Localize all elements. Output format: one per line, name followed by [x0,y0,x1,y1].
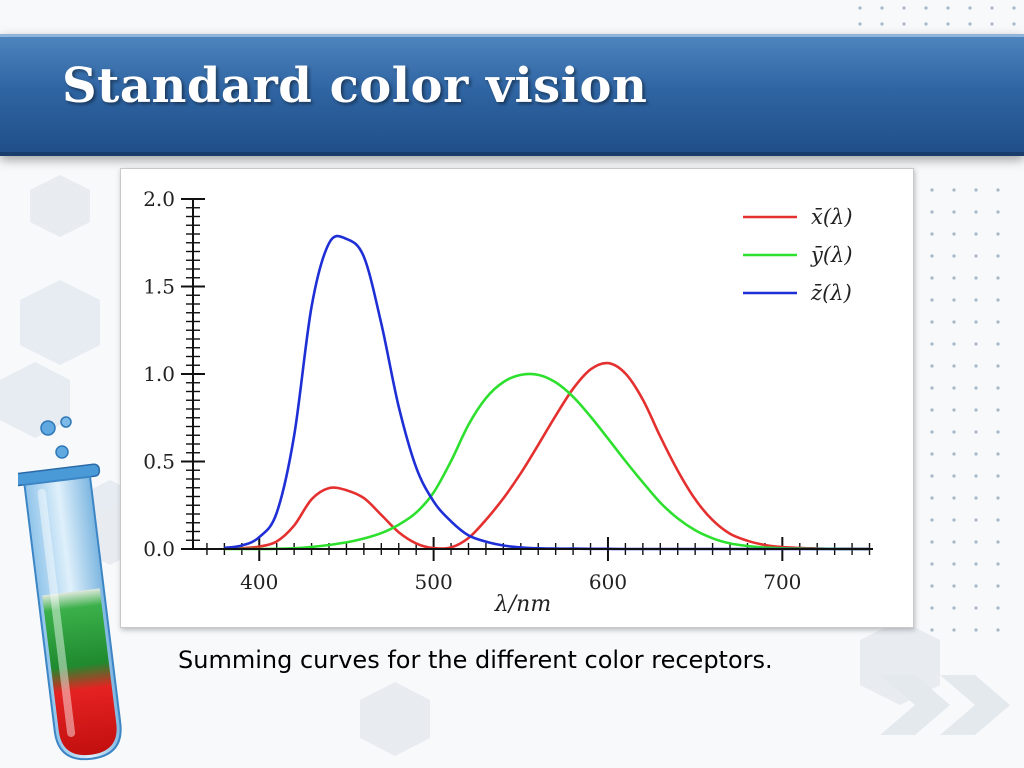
tick-labels: 400 500 600 700 0.0 0.5 1.0 1.5 2.0 [143,187,801,594]
bubble [55,445,69,459]
x-tick-label: 600 [589,570,627,594]
chart-frame: 400 500 600 700 0.0 0.5 1.0 1.5 2.0 x̄(λ) ȳ(λ) z̄(… [120,168,914,628]
y-tick-label: 1.5 [143,275,175,299]
x-axis-label: λ/nm [494,592,551,617]
bubble [60,416,72,428]
legend-label: z̄(λ) [810,281,852,305]
y-tick-label: 1.0 [143,362,175,386]
caption: Summing curves for the different color r… [178,646,773,674]
legend: x̄(λ) ȳ(λ) z̄(λ) [743,205,853,305]
slide-title: Standard color vision [62,58,648,114]
dot-grid-pattern [858,6,1016,632]
x-tick-label: 700 [763,570,801,594]
x-bar-series-line [224,361,870,551]
y-bar-series-line [224,372,870,551]
test-tube-illustration [18,416,122,761]
y-tick-label: 0.5 [143,450,175,474]
x-tick-label: 400 [240,570,278,594]
bubble [40,420,56,436]
series-lines [224,234,870,551]
y-tick-label: 0.0 [143,537,175,561]
legend-label: x̄(λ) [811,205,853,229]
cie-color-matching-chart: 400 500 600 700 0.0 0.5 1.0 1.5 2.0 x̄(λ) ȳ(λ) z̄(… [143,187,873,617]
legend-label: ȳ(λ) [810,243,853,267]
axis-ticks [181,198,871,561]
tube-liquid [42,588,117,756]
x-tick-label: 500 [415,570,453,594]
tube-highlight [37,488,76,737]
chevron-arrows [880,675,1010,735]
title-bar [0,34,1024,156]
z-bar-series-line [224,234,870,551]
y-tick-label: 2.0 [143,187,175,211]
axes [192,199,873,550]
